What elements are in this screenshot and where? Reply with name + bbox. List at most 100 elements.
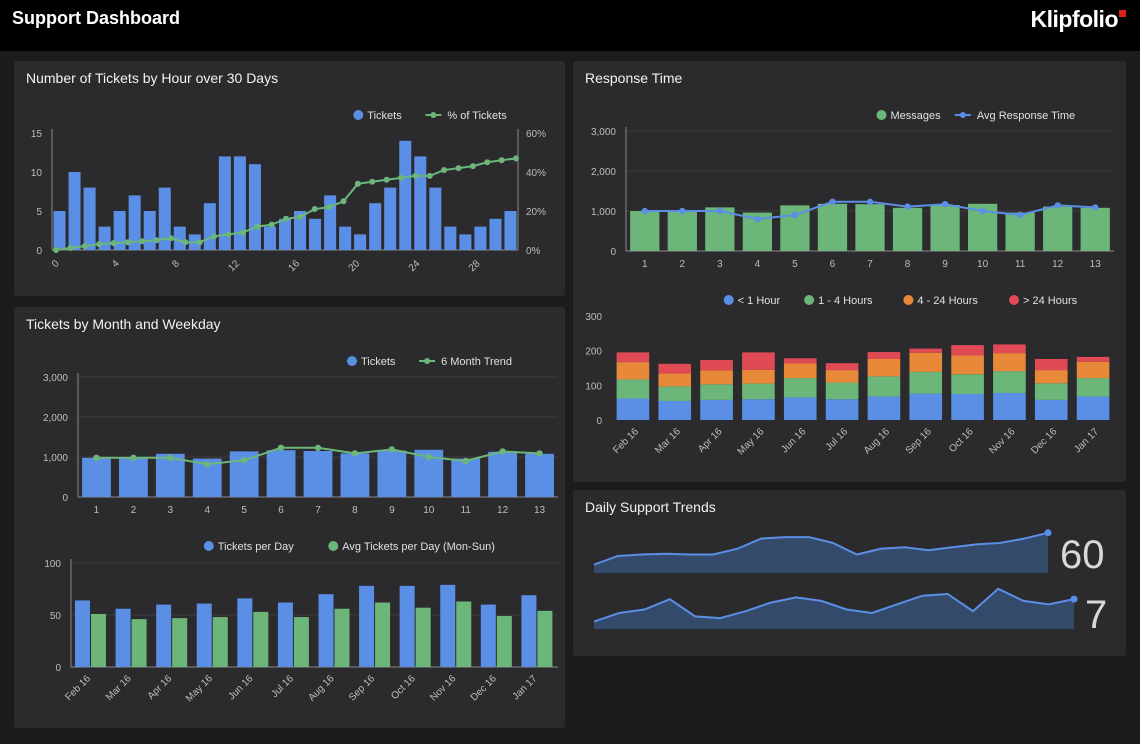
bar [705,207,735,251]
legend-swatch [347,356,357,366]
response-buckets-chart: > 24 Hours 4 - 24 Hours 1 - 4 Hours < 1 Hou… [585,295,1110,457]
stack-segment [1034,399,1068,420]
x-tick-label: 13 [1090,259,1102,270]
daily-trend-value-2: 7 [1085,593,1108,637]
stack-segment [658,373,692,387]
daily-trends-panel: Daily Support Trends 60 7 [573,490,1126,656]
bar-tickets-per-day [156,604,172,667]
x-tick-label: Oct 16 [389,673,418,702]
stack-segment [742,399,775,420]
bar-tickets [489,218,502,250]
legend-label: % of Tickets [447,110,507,122]
bar [1005,212,1035,251]
y-tick-label: 0 [596,416,602,427]
bar [1043,206,1073,251]
bar-tickets-per-day [359,585,375,667]
point-pct-tickets [182,239,189,246]
y-tick-label: 0% [526,246,541,257]
point-pct-tickets [484,159,491,166]
klipfolio-logo[interactable]: Klipfolio [1031,6,1126,33]
point-pct-tickets [441,167,448,174]
y-tick-label: 100 [44,559,61,570]
legend-swatch [353,110,364,120]
bar [488,451,518,497]
bar [630,211,660,251]
x-tick-label: Aug 16 [306,673,336,703]
stack-segment [867,352,901,359]
trend-point [791,211,799,219]
point-pct-tickets [369,178,376,185]
bar [303,451,333,497]
x-tick-label: 11 [1015,259,1026,270]
legend-label: 4 - 24 Hours [917,295,978,307]
y-tick-label: 100 [585,381,602,392]
point-pct-tickets [124,239,131,246]
point-pct-tickets [283,215,289,222]
legend-swatch [959,112,966,118]
x-tick-label: Jun 16 [226,673,255,702]
bar-tickets [309,218,322,250]
legend-swatch [723,295,734,305]
legend-swatch [903,295,914,305]
trend-point [167,454,174,461]
x-tick-label: Feb 16 [63,673,93,703]
bar [340,453,370,497]
bar-tickets [263,226,276,250]
bar-tickets [158,187,171,250]
legend-label: < 1 Hour [738,295,781,307]
bar-tickets [203,203,216,250]
trend-point [1054,202,1061,209]
point-pct-tickets [340,198,347,205]
x-tick-label: Nov 16 [987,426,1017,456]
stack-segment [700,399,733,420]
x-tick-label: 20 [347,258,363,274]
response-panel: Response Time Avg Response Time Messages 0… [573,61,1126,482]
trend-point [204,461,211,468]
bar-tickets [113,211,126,250]
y-tick-label: 0 [62,493,68,504]
bar [930,205,960,251]
x-tick-label: 16 [287,258,303,274]
bar-tickets [278,218,292,250]
stack-segment [1034,370,1068,384]
x-tick-label: Dec 16 [469,673,499,703]
bar-tickets-per-day [318,594,334,667]
bar [525,453,554,497]
trend-point [829,198,836,205]
sparkline-end-point [1044,529,1052,537]
trend-point [754,215,761,223]
stack-segment [867,396,901,420]
point-pct-tickets [96,241,103,248]
stack-segment [951,374,984,394]
trend-point [866,198,874,205]
x-tick-label: 9 [942,259,948,270]
point-pct-tickets [311,206,318,213]
trend-point [462,457,469,465]
y-tick-label: 60% [526,129,546,140]
x-tick-label: Nov 16 [428,673,458,703]
bar-tickets [128,195,141,250]
stack-segment [783,397,817,420]
bar-avg-tickets [293,617,309,667]
panel-title: Daily Support Trends [585,499,716,515]
bar-tickets [248,164,261,250]
trend-point [941,201,949,208]
stack-segment [909,393,943,420]
stack-segment [658,386,692,401]
stack-segment [783,378,817,398]
y-tick-label: 10 [31,168,43,179]
stack-segment [1076,356,1110,362]
stack-segment [700,360,733,371]
stack-segment [783,358,817,364]
legend-swatch [1009,295,1019,305]
point-pct-tickets [455,165,462,172]
bar-avg-tickets [415,607,431,667]
point-pct-tickets [354,180,361,187]
stack-segment [616,379,650,399]
stack-segment [658,363,692,374]
bar-tickets-per-day [399,585,415,667]
panel-title: Tickets by Month and Weekday [26,316,221,332]
stack-segment [742,369,775,384]
point-pct-tickets [110,240,117,247]
